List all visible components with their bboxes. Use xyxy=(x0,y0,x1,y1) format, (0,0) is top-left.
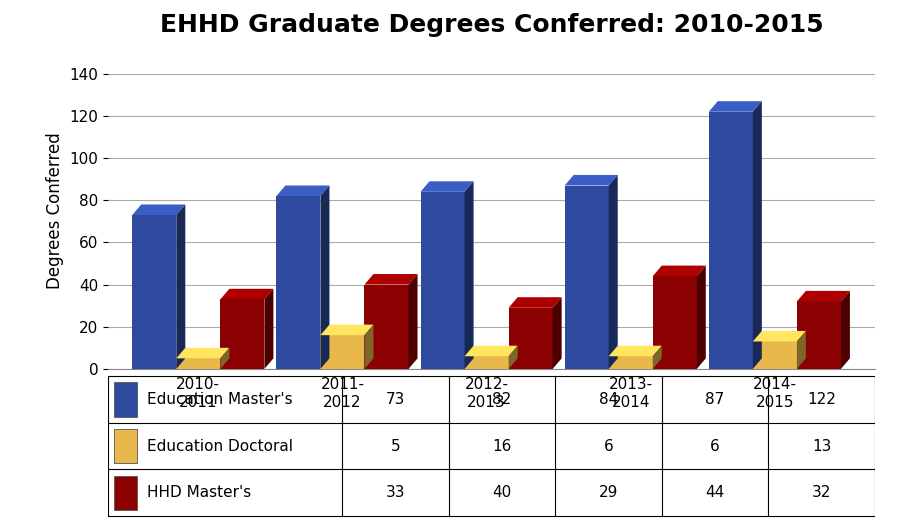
Polygon shape xyxy=(553,297,562,369)
Bar xyxy=(320,335,364,369)
Polygon shape xyxy=(509,346,518,369)
Title: EHHD Graduate Degrees Conferred: 2010-2015: EHHD Graduate Degrees Conferred: 2010-20… xyxy=(160,13,824,37)
Polygon shape xyxy=(753,331,805,341)
Polygon shape xyxy=(320,186,329,369)
FancyBboxPatch shape xyxy=(115,476,137,510)
Text: 5: 5 xyxy=(391,438,400,454)
Polygon shape xyxy=(220,348,229,369)
Polygon shape xyxy=(796,291,850,301)
Bar xyxy=(753,341,796,369)
Polygon shape xyxy=(841,291,850,369)
Bar xyxy=(509,308,553,369)
Bar xyxy=(609,356,653,369)
Bar xyxy=(176,358,220,369)
Text: 84: 84 xyxy=(599,392,618,407)
Text: 6: 6 xyxy=(603,438,613,454)
FancyBboxPatch shape xyxy=(115,383,137,417)
Polygon shape xyxy=(364,274,418,285)
Polygon shape xyxy=(709,101,762,112)
Bar xyxy=(796,301,841,369)
Bar xyxy=(133,215,176,369)
Bar xyxy=(565,186,609,369)
Polygon shape xyxy=(264,289,273,369)
Bar xyxy=(653,276,696,369)
Polygon shape xyxy=(609,346,662,356)
Polygon shape xyxy=(509,297,562,308)
Polygon shape xyxy=(220,289,273,299)
Polygon shape xyxy=(276,186,329,196)
Polygon shape xyxy=(364,325,373,369)
Bar xyxy=(420,192,465,369)
Text: 40: 40 xyxy=(492,485,511,500)
Polygon shape xyxy=(176,348,229,358)
Text: 6: 6 xyxy=(710,438,720,454)
Bar xyxy=(364,285,409,369)
Polygon shape xyxy=(653,346,662,369)
Text: 33: 33 xyxy=(386,485,405,500)
Text: 32: 32 xyxy=(812,485,832,500)
Bar xyxy=(709,112,753,369)
Text: 82: 82 xyxy=(492,392,511,407)
Polygon shape xyxy=(565,175,618,186)
Text: Education Doctoral: Education Doctoral xyxy=(146,438,292,454)
Polygon shape xyxy=(320,325,373,335)
Polygon shape xyxy=(420,181,474,192)
Polygon shape xyxy=(796,331,805,369)
Text: HHD Master's: HHD Master's xyxy=(146,485,251,500)
Polygon shape xyxy=(409,274,418,369)
Text: 44: 44 xyxy=(705,485,724,500)
Text: 87: 87 xyxy=(705,392,724,407)
Polygon shape xyxy=(753,101,762,369)
Y-axis label: Degrees Conferred: Degrees Conferred xyxy=(46,132,64,289)
FancyBboxPatch shape xyxy=(115,429,137,463)
Polygon shape xyxy=(133,204,185,215)
Polygon shape xyxy=(653,266,705,276)
Bar xyxy=(220,299,264,369)
Polygon shape xyxy=(609,175,618,369)
Text: Education Master's: Education Master's xyxy=(146,392,292,407)
Polygon shape xyxy=(696,266,705,369)
Bar xyxy=(465,356,509,369)
Bar xyxy=(276,196,320,369)
Polygon shape xyxy=(465,346,518,356)
Polygon shape xyxy=(176,204,185,369)
Text: 29: 29 xyxy=(599,485,618,500)
Text: 16: 16 xyxy=(492,438,511,454)
Polygon shape xyxy=(465,181,474,369)
Text: 73: 73 xyxy=(386,392,405,407)
Text: 13: 13 xyxy=(812,438,832,454)
Text: 122: 122 xyxy=(807,392,836,407)
